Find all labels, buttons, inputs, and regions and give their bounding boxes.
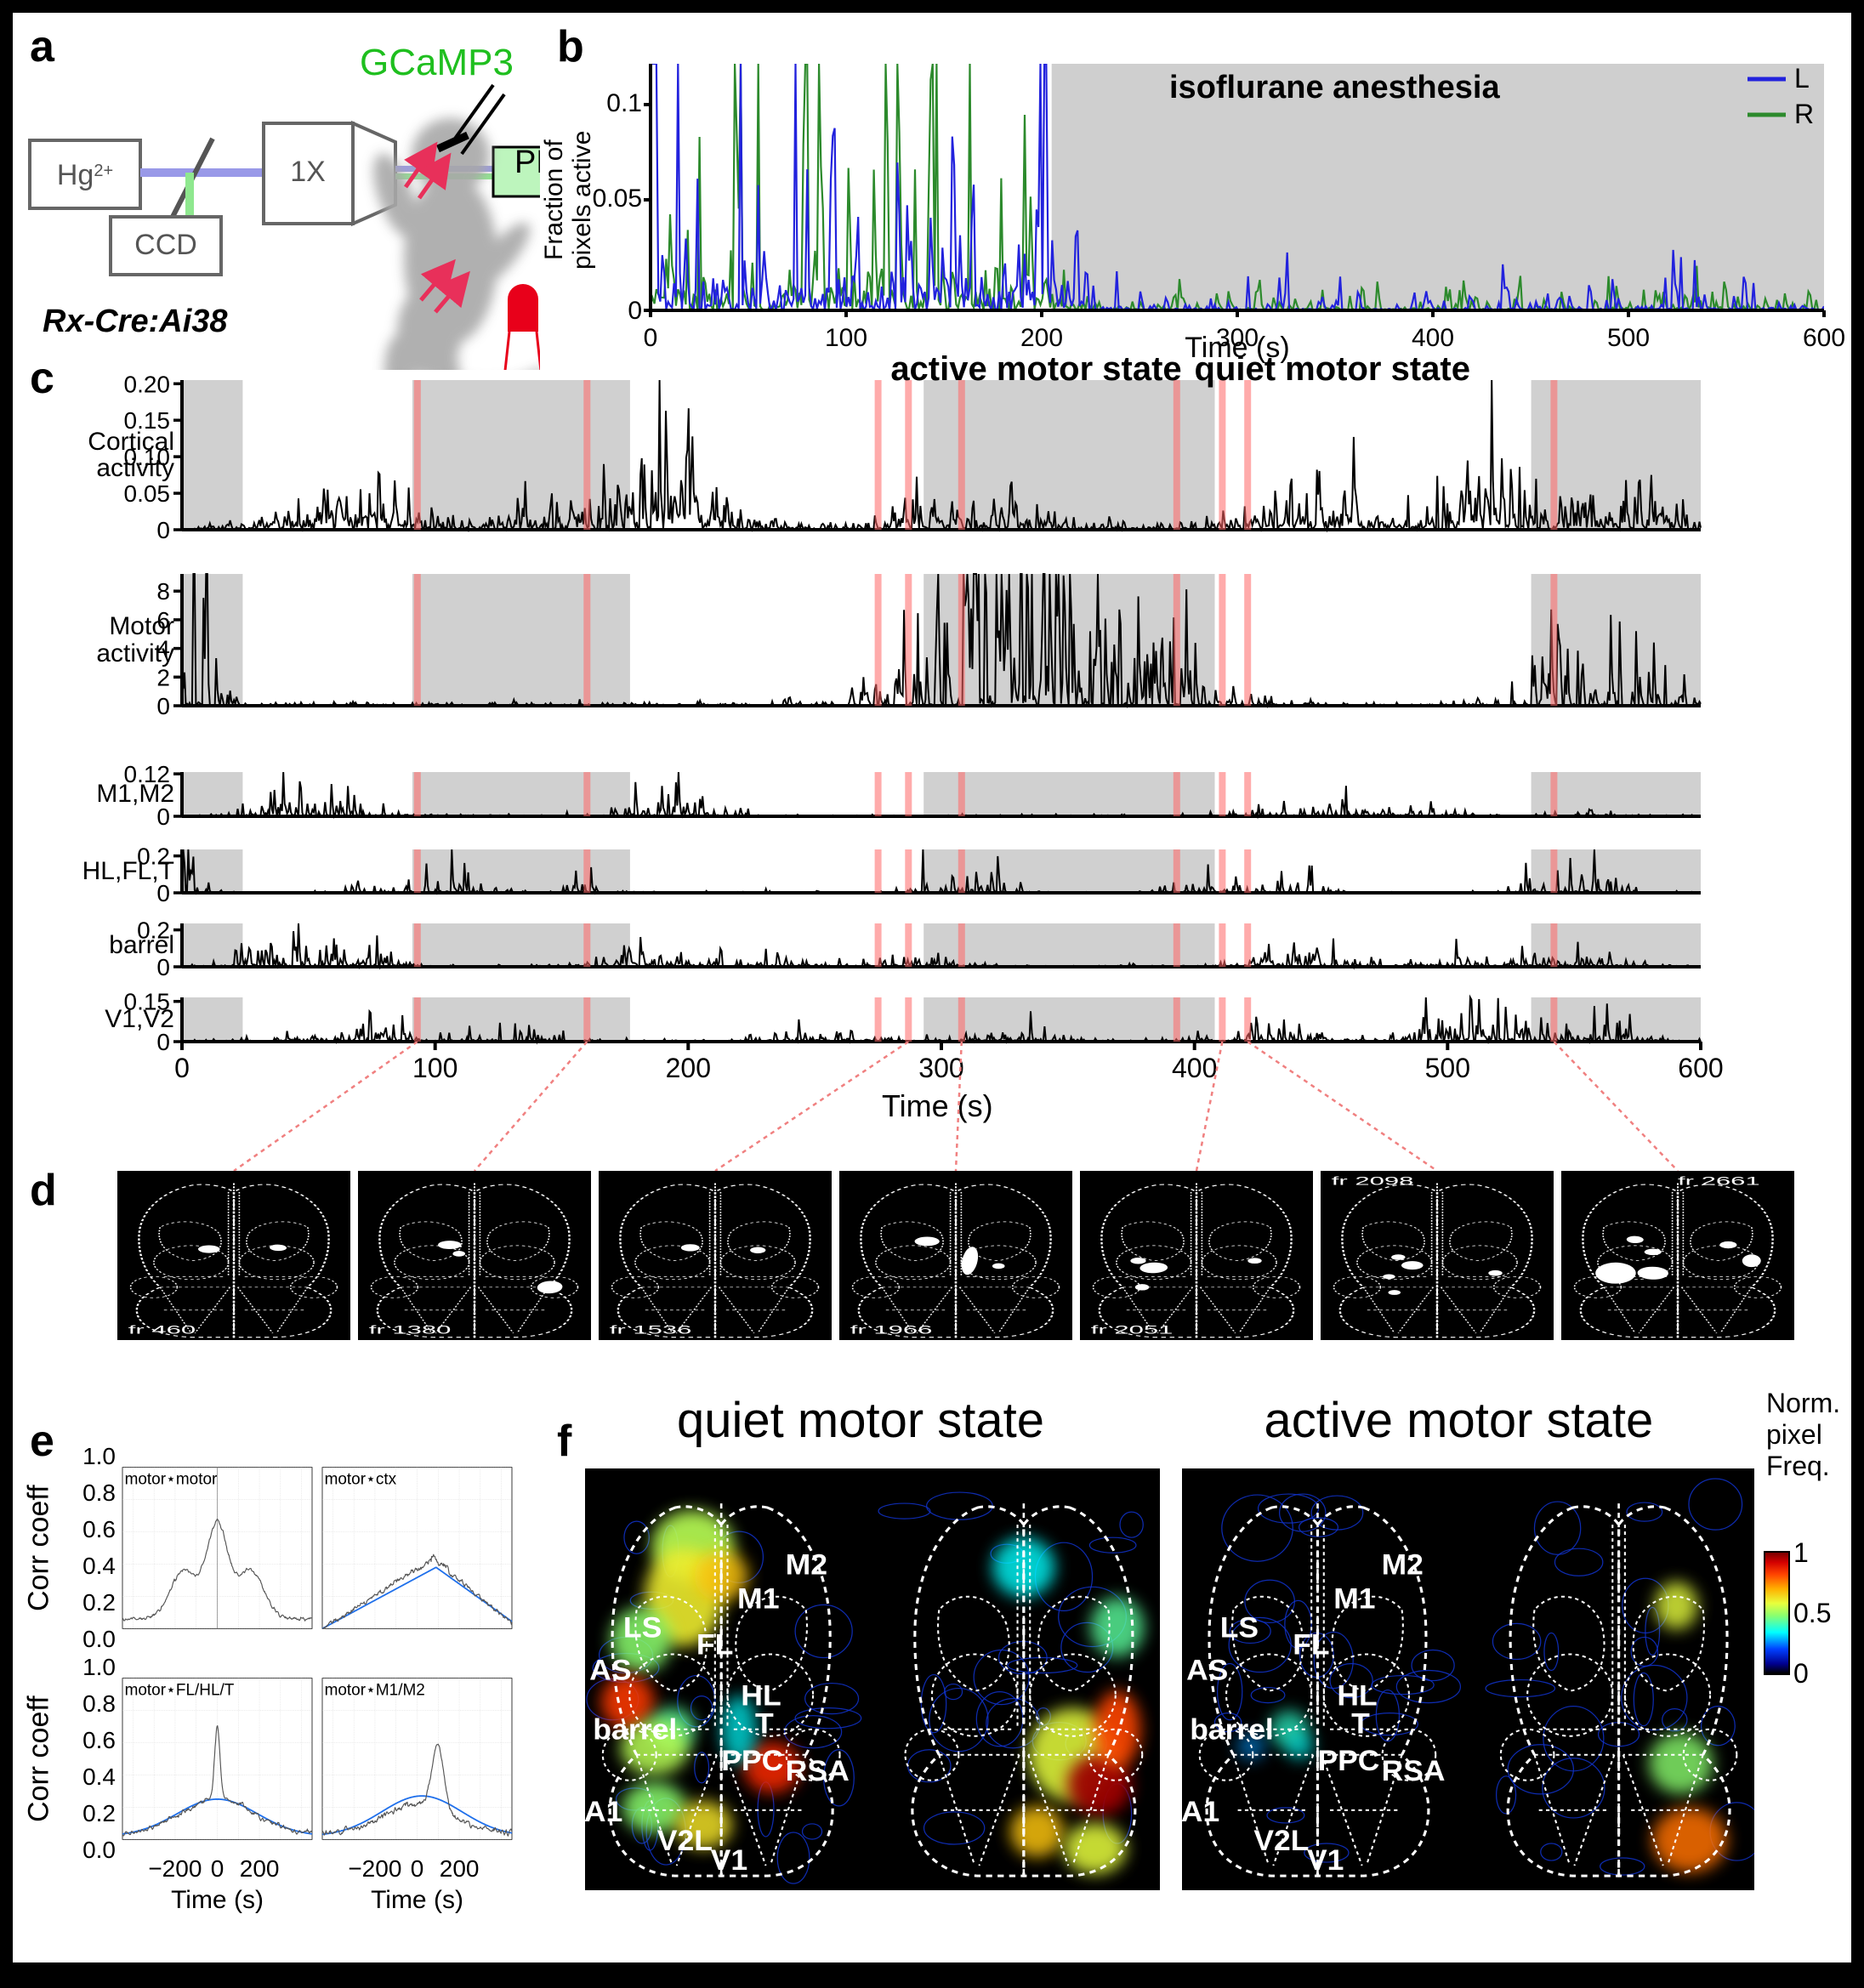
- svg-text:PPC: PPC: [1317, 1745, 1379, 1776]
- svg-text:AS: AS: [1186, 1655, 1228, 1686]
- svg-text:V1: V1: [1307, 1845, 1344, 1877]
- svg-text:RSA: RSA: [786, 1755, 850, 1787]
- svg-text:barrel: barrel: [1190, 1714, 1274, 1746]
- svg-text:M2: M2: [1382, 1549, 1424, 1581]
- svg-text:V2L: V2L: [657, 1825, 713, 1857]
- svg-text:T: T: [755, 1707, 774, 1740]
- svg-text:AS: AS: [589, 1654, 632, 1686]
- svg-text:FL: FL: [696, 1628, 734, 1661]
- svg-text:A1: A1: [1182, 1797, 1219, 1828]
- svg-text:FL: FL: [1293, 1629, 1329, 1661]
- svg-text:M2: M2: [786, 1548, 828, 1581]
- svg-text:HL: HL: [1337, 1680, 1377, 1712]
- svg-text:LS: LS: [1220, 1612, 1259, 1644]
- svg-text:M1: M1: [737, 1582, 780, 1615]
- svg-text:barrel: barrel: [593, 1713, 677, 1746]
- svg-text:PPC: PPC: [721, 1744, 783, 1776]
- svg-text:RSA: RSA: [1382, 1755, 1446, 1786]
- svg-text:T: T: [1351, 1708, 1370, 1740]
- svg-text:V2L: V2L: [1253, 1826, 1309, 1857]
- svg-text:LS: LS: [623, 1611, 662, 1644]
- svg-text:M1: M1: [1333, 1583, 1375, 1615]
- svg-text:V1: V1: [711, 1844, 748, 1877]
- svg-text:A1: A1: [585, 1796, 622, 1828]
